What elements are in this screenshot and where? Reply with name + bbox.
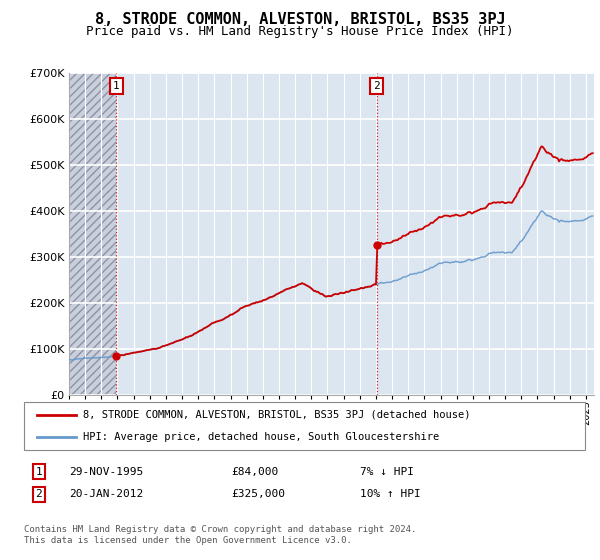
Text: 7% ↓ HPI: 7% ↓ HPI <box>360 466 414 477</box>
Text: 10% ↑ HPI: 10% ↑ HPI <box>360 489 421 500</box>
Text: 1: 1 <box>35 466 43 477</box>
Polygon shape <box>69 73 116 395</box>
Text: 1: 1 <box>113 81 119 91</box>
Text: Price paid vs. HM Land Registry's House Price Index (HPI): Price paid vs. HM Land Registry's House … <box>86 25 514 38</box>
Text: 29-NOV-1995: 29-NOV-1995 <box>69 466 143 477</box>
Text: £325,000: £325,000 <box>231 489 285 500</box>
Text: 8, STRODE COMMON, ALVESTON, BRISTOL, BS35 3PJ (detached house): 8, STRODE COMMON, ALVESTON, BRISTOL, BS3… <box>83 410 471 419</box>
Text: £84,000: £84,000 <box>231 466 278 477</box>
Text: 8, STRODE COMMON, ALVESTON, BRISTOL, BS35 3PJ: 8, STRODE COMMON, ALVESTON, BRISTOL, BS3… <box>95 12 505 27</box>
Text: 20-JAN-2012: 20-JAN-2012 <box>69 489 143 500</box>
Text: Contains HM Land Registry data © Crown copyright and database right 2024.
This d: Contains HM Land Registry data © Crown c… <box>24 525 416 545</box>
Text: 2: 2 <box>35 489 43 500</box>
Text: 2: 2 <box>373 81 380 91</box>
Text: HPI: Average price, detached house, South Gloucestershire: HPI: Average price, detached house, Sout… <box>83 432 440 442</box>
